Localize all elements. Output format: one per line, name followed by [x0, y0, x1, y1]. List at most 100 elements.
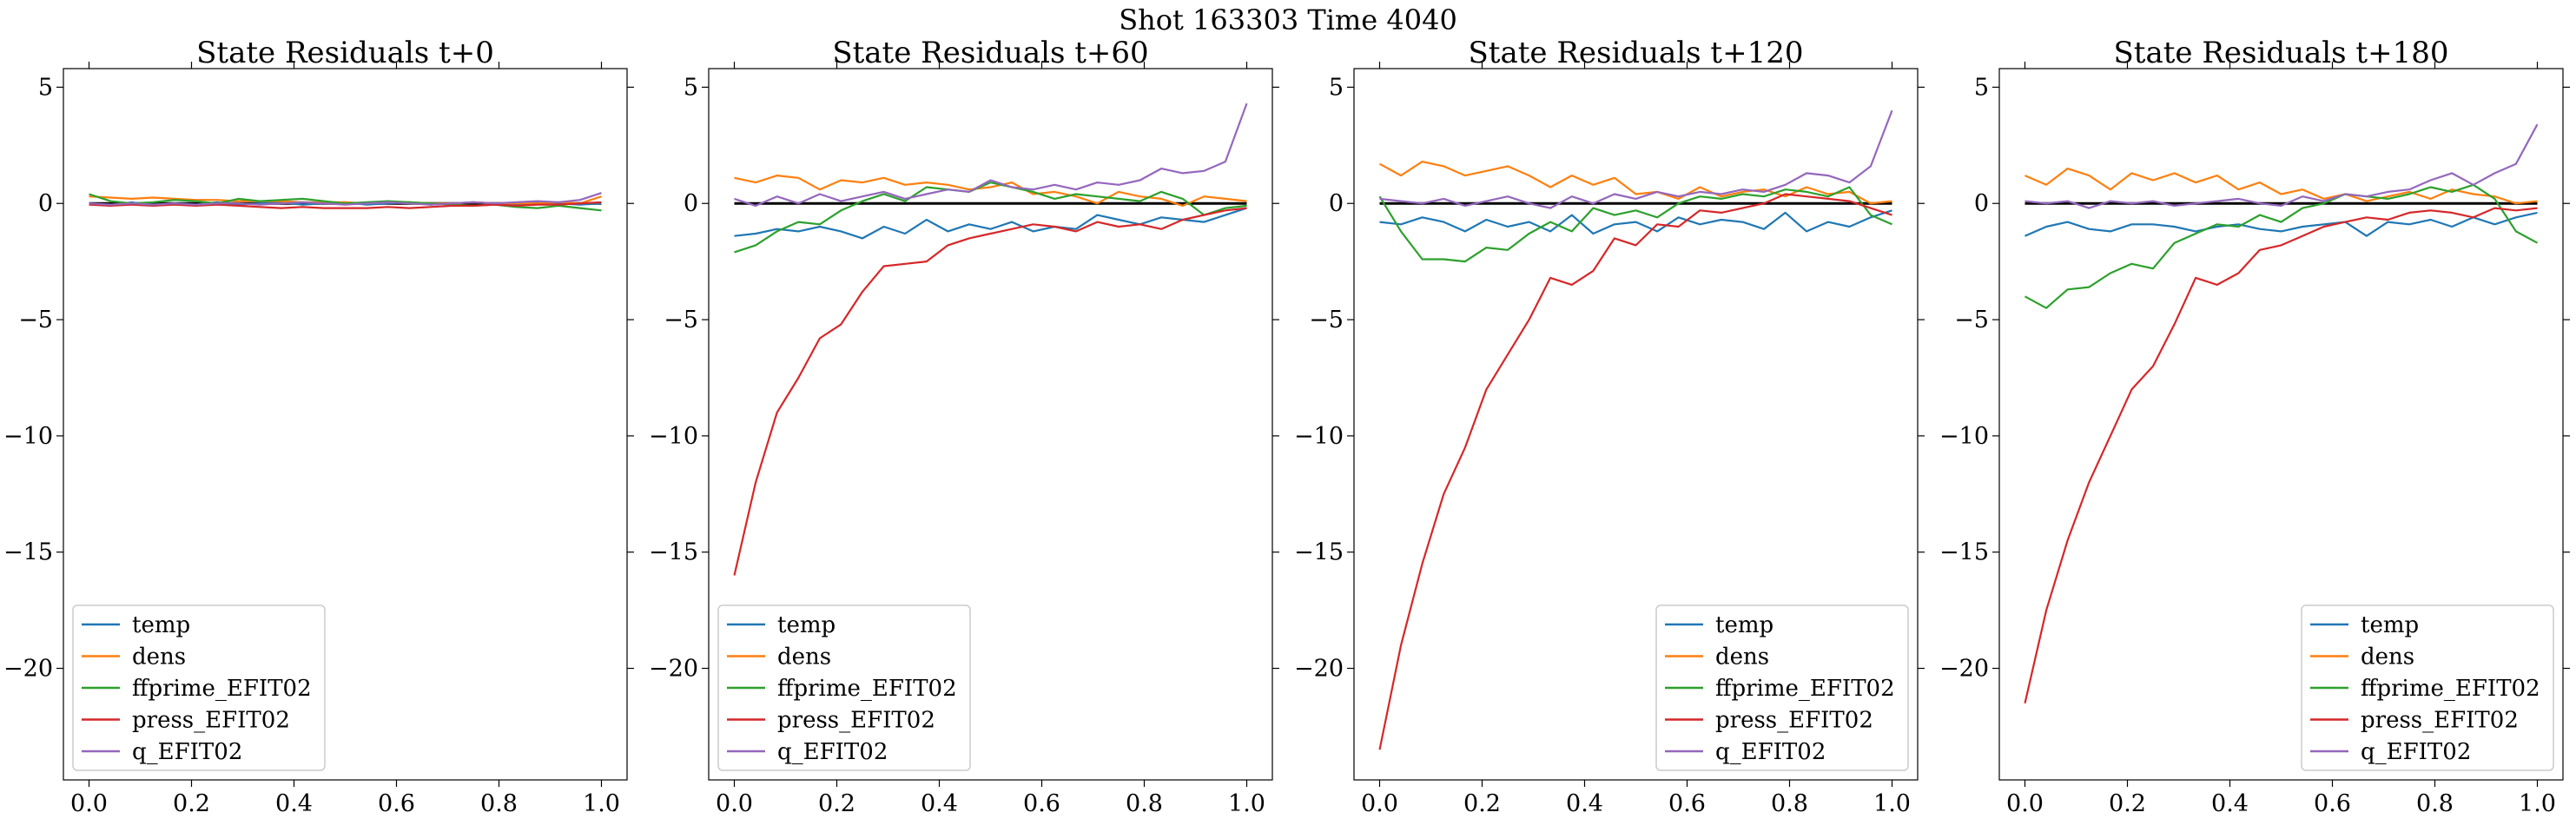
subplot-0: State Residuals t+0 0.0 0.2 0.4 0.6 0.8 1.0 5 0 −… [3, 36, 634, 817]
legend-label: press_EFIT02 [1715, 708, 1873, 734]
x-tick-label: 0.6 [1023, 790, 1060, 817]
y-tick-label: 0 [1329, 190, 1344, 217]
series-line-press_EFIT02 [733, 207, 1247, 576]
axes-frame [1353, 68, 1919, 781]
figure-suptitle: Shot 163303 Time 4040 [1119, 3, 1457, 36]
legend-label: dens [2361, 644, 2414, 670]
x-tick-label: 0.2 [2109, 790, 2146, 817]
y-tick-label: −5 [664, 307, 698, 334]
y-tick-label: −10 [1294, 423, 1344, 450]
axes-frame [708, 68, 1273, 781]
x-tick-label: 0.4 [275, 790, 313, 817]
series-line-ffprime_EFIT02 [1378, 186, 1892, 263]
y-tick-label: −15 [1294, 539, 1344, 566]
x-tick-label: 0.4 [921, 790, 958, 817]
series-line-q_EFIT02 [734, 102, 1248, 207]
legend-label: q_EFIT02 [2361, 739, 2471, 765]
y-tick-label: −5 [1954, 307, 1989, 334]
x-tick-label: 1.0 [583, 790, 620, 817]
series-line-dens [89, 195, 602, 205]
x-tick-label: 0.6 [378, 790, 415, 817]
series-line-press_EFIT02 [1378, 193, 1892, 750]
legend-box [2301, 604, 2554, 771]
y-tick-label: 5 [1329, 74, 1344, 101]
x-tick-label: 0.8 [1771, 790, 1808, 817]
legend-box [1655, 604, 1909, 771]
x-tick-label: 0.6 [2314, 790, 2351, 817]
y-tick-label: −20 [1939, 656, 1989, 683]
series-line-temp [2024, 211, 2538, 237]
legend-label: dens [1715, 644, 1769, 670]
x-tick-label: 0.4 [2211, 790, 2249, 817]
subplot-title: State Residuals t+180 [2114, 36, 2449, 70]
x-tick-label: 0.0 [2006, 790, 2044, 817]
series-line-temp [734, 207, 1247, 240]
series-line-ffprime_EFIT02 [734, 182, 1247, 254]
y-tick-label: 0 [1974, 190, 1989, 217]
legend-label: press_EFIT02 [777, 708, 935, 734]
subplot-2: State Residuals t+120 0.0 0.2 0.4 0.6 0.8 1.0 5… [1294, 36, 1925, 817]
legend-label: temp [2361, 612, 2419, 638]
x-tick-label: 0.4 [1566, 790, 1603, 817]
subplot-title: State Residuals t+60 [832, 36, 1148, 70]
x-tick-label: 1.0 [2519, 790, 2556, 817]
y-tick-label: −5 [18, 307, 53, 334]
legend-label: q_EFIT02 [132, 739, 242, 765]
legend: temp dens ffprime_EFIT02 press_EFIT02 q_EFIT… [2301, 604, 2554, 771]
series-line-temp [1379, 209, 1892, 235]
x-tick-label: 0.2 [1463, 790, 1501, 817]
subplot-3: State Residuals t+180 0.0 0.2 0.4 0.6 0.8 1.0 5… [1939, 36, 2570, 817]
legend-label: ffprime_EFIT02 [132, 676, 312, 702]
legend: temp dens ffprime_EFIT02 press_EFIT02 q_EFIT… [1655, 604, 1909, 771]
x-tick-label: 0.0 [716, 790, 753, 817]
y-tick-label: −20 [649, 656, 698, 683]
legend-label: temp [777, 612, 836, 638]
legend-label: q_EFIT02 [777, 739, 888, 765]
y-tick-label: −10 [649, 423, 698, 450]
legend-box [72, 604, 326, 771]
legend-label: dens [777, 644, 831, 670]
y-tick-label: 5 [38, 74, 53, 101]
x-tick-label: 0.6 [1668, 790, 1706, 817]
x-tick-label: 0.8 [1126, 790, 1163, 817]
x-tick-label: 1.0 [1228, 790, 1265, 817]
legend-label: temp [132, 612, 190, 638]
legend-label: ffprime_EFIT02 [777, 676, 957, 702]
x-tick-label: 1.0 [1873, 790, 1911, 817]
legend: temp dens ffprime_EFIT02 press_EFIT02 q_EFIT… [72, 604, 326, 771]
y-tick-label: 5 [684, 74, 698, 101]
legend: temp dens ffprime_EFIT02 press_EFIT02 q_EFIT… [717, 604, 971, 771]
y-tick-label: −10 [1939, 423, 1989, 450]
y-tick-label: 0 [684, 190, 698, 217]
y-tick-label: −15 [649, 539, 698, 566]
y-tick-label: 5 [1974, 74, 1989, 101]
legend-label: press_EFIT02 [2361, 708, 2519, 734]
axes-frame [63, 68, 628, 781]
legend-label: temp [1715, 612, 1773, 638]
y-tick-label: −20 [1294, 656, 1344, 683]
series-line-q_EFIT02 [1379, 109, 1893, 209]
y-tick-label: −20 [3, 656, 53, 683]
y-tick-label: 0 [38, 190, 53, 217]
x-tick-label: 0.2 [173, 790, 210, 817]
axes-frame [1998, 68, 2564, 781]
legend-label: press_EFIT02 [132, 708, 290, 734]
series-line-q_EFIT02 [2024, 123, 2539, 209]
series-line-q_EFIT02 [89, 192, 602, 206]
legend-label: ffprime_EFIT02 [1715, 676, 1895, 702]
subplot-1: State Residuals t+60 0.0 0.2 0.4 0.6 0.8 1.0 5 0… [649, 36, 1279, 817]
legend-label: ffprime_EFIT02 [2361, 676, 2540, 702]
x-tick-label: 0.2 [818, 790, 855, 817]
x-tick-label: 0.0 [70, 790, 108, 817]
subplot-panels: State Residuals t+0 0.0 0.2 0.4 0.6 0.8 1.0 5 0 −… [3, 36, 2570, 817]
series-line-press_EFIT02 [2024, 207, 2538, 703]
series-line-press_EFIT02 [89, 201, 602, 209]
subplot-title: State Residuals t+120 [1469, 36, 1804, 70]
subplot-title: State Residuals t+0 [196, 36, 494, 70]
x-tick-label: 0.8 [480, 790, 518, 817]
legend-label: q_EFIT02 [1715, 739, 1826, 765]
y-tick-label: −5 [1309, 307, 1344, 334]
series-line-dens [2024, 168, 2538, 205]
